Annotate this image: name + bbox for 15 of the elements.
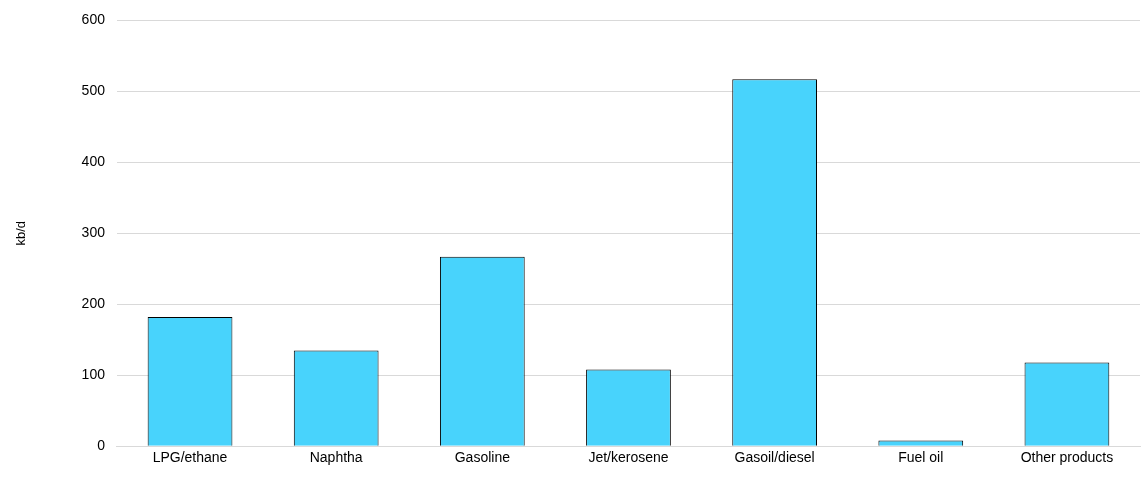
x-tick-label: Other products (1020, 449, 1114, 466)
y-tick-label: 200 (81, 295, 106, 312)
y-axis-title: kb/d (13, 221, 29, 246)
y-tick-label: 500 (81, 82, 106, 99)
x-tick-label: LPG/ethane (152, 449, 228, 466)
y-tick-label: 0 (97, 437, 106, 454)
x-tick-label: Fuel oil (898, 449, 944, 466)
y-tick-label: 600 (81, 11, 106, 28)
y-tick-label: 400 (81, 153, 106, 170)
x-tick-label: Jet/kerosene (588, 449, 669, 466)
y-tick-label: 100 (81, 366, 106, 383)
y-tick-label: 300 (81, 224, 106, 241)
x-tick-label: Gasoline (454, 449, 511, 466)
x-tick-label: Gasoil/diesel (734, 449, 815, 466)
x-tick-label: Naphtha (309, 449, 363, 466)
